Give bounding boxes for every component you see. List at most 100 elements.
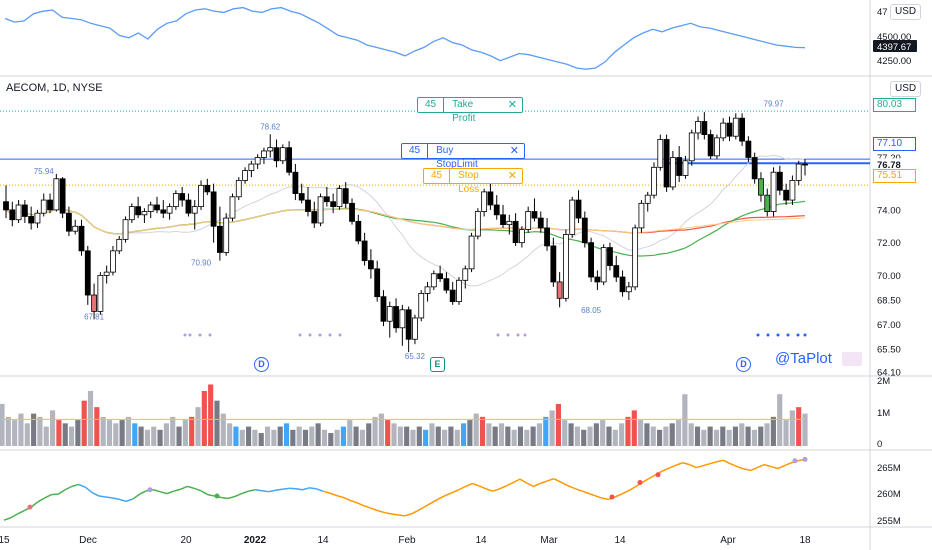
candle-body <box>588 242 594 278</box>
buy-stop-limit-order[interactable]: 45 Buy StopLimit ✕ <box>401 143 525 170</box>
candle-body <box>254 157 261 165</box>
candle-body <box>449 289 456 302</box>
volume-bar <box>334 429 340 446</box>
candle-body <box>72 225 79 232</box>
volume-bar <box>227 423 233 446</box>
indicator-line <box>417 506 426 512</box>
indicator-line <box>139 490 147 495</box>
stop-loss-qty[interactable]: 45 <box>424 169 451 183</box>
volume-bar <box>195 407 201 446</box>
symbol-title[interactable]: AECOM, 1D, NYSE <box>6 82 103 94</box>
take-profit-order[interactable]: 45 Take Profit ✕ <box>417 97 523 124</box>
indicator-line <box>526 482 534 488</box>
volume-bar <box>378 413 384 446</box>
volume-bar <box>543 416 549 446</box>
price-y-tick: 70.00 <box>877 271 901 282</box>
volume-bar <box>163 423 169 446</box>
indicator-line <box>356 502 365 507</box>
candle-body <box>15 204 22 221</box>
main-pane: 75.94 67.81 70.90 78.62 65.32 68.05 79.97 <box>0 100 870 361</box>
volume-bar <box>739 423 745 446</box>
indicator-line <box>343 496 351 502</box>
candle-body <box>663 139 670 188</box>
indicator-line <box>512 478 521 484</box>
indicator-line <box>200 490 209 496</box>
indicator-line <box>648 474 657 480</box>
volume-bar <box>460 423 467 446</box>
earnings-event-icon[interactable]: E <box>430 357 445 372</box>
indicator-line <box>689 463 697 469</box>
dividend-event-icon[interactable]: D <box>254 357 269 372</box>
currency-label-top[interactable]: USD <box>890 4 922 20</box>
price-annotation: 70.90 <box>191 259 212 268</box>
currency-label-main[interactable]: USD <box>890 81 922 97</box>
stop-loss-order[interactable]: 45 Stop Loss ✕ <box>423 168 523 195</box>
volume-bar <box>638 420 644 446</box>
volume-bar <box>37 416 43 446</box>
candle-body <box>745 140 752 158</box>
volume-bar <box>732 426 739 446</box>
indicator-marker <box>802 456 808 462</box>
indicator-line <box>696 464 704 469</box>
candle-body <box>732 117 739 137</box>
volume-bar <box>290 429 296 446</box>
last-price-tag-bg <box>873 158 917 171</box>
volume-bar <box>189 416 195 446</box>
candle-body <box>456 279 462 302</box>
candle-body <box>84 250 91 296</box>
candle-body <box>204 184 211 193</box>
candle-body <box>506 220 513 226</box>
indicator-line <box>349 499 358 504</box>
indicator-line <box>540 480 548 485</box>
candle-body <box>110 250 116 273</box>
indicator-line <box>499 485 507 490</box>
buy-stop-limit-close-icon[interactable]: ✕ <box>509 145 519 157</box>
indicator-line <box>221 496 229 500</box>
indicator-line <box>309 487 317 490</box>
signal-dot <box>776 333 780 337</box>
volume-pane <box>0 384 808 446</box>
candle-body <box>594 276 601 283</box>
candle-body <box>47 199 53 211</box>
volume-bar <box>644 423 650 446</box>
indicator-line <box>390 513 398 516</box>
volume-bar <box>530 426 536 446</box>
candle-body <box>632 227 639 288</box>
candle-body <box>160 209 167 214</box>
volume-bar <box>777 394 783 446</box>
volume-bar <box>606 426 612 446</box>
indicator-line <box>397 514 405 517</box>
bottom-pane <box>3 456 808 521</box>
indicator-line <box>757 463 765 469</box>
last-value-tag: 4397.67 <box>877 42 911 53</box>
candle-body <box>544 227 550 247</box>
volume-bar <box>682 394 688 446</box>
stop-loss-close-icon[interactable]: ✕ <box>507 170 517 182</box>
volume-bar <box>669 423 675 446</box>
candle-body <box>518 229 525 244</box>
indicator-line <box>248 489 256 492</box>
signal-dot <box>338 333 342 337</box>
volume-bar <box>783 420 789 446</box>
volume-bar <box>410 429 416 446</box>
take-profit-qty[interactable]: 45 <box>418 98 445 112</box>
volume-bar <box>296 426 302 446</box>
indicator-line <box>730 462 738 468</box>
volume-bar <box>625 416 631 446</box>
volume-bar <box>182 420 188 446</box>
volume-bar <box>587 426 593 446</box>
volume-bar <box>302 429 309 446</box>
candle-body <box>714 137 720 157</box>
volume-bar <box>201 390 207 446</box>
candle-body <box>669 157 676 188</box>
volume-bar <box>31 413 37 446</box>
dividend-event-icon[interactable]: D <box>736 357 751 372</box>
indicator-line <box>57 489 66 495</box>
candle-body <box>651 166 657 196</box>
indicator-line <box>553 477 561 483</box>
candle-body <box>720 122 727 139</box>
buy-stop-limit-qty[interactable]: 45 <box>402 144 429 158</box>
take-profit-close-icon[interactable]: ✕ <box>507 99 517 111</box>
ma200-line <box>5 207 806 235</box>
candle-body <box>336 188 343 208</box>
